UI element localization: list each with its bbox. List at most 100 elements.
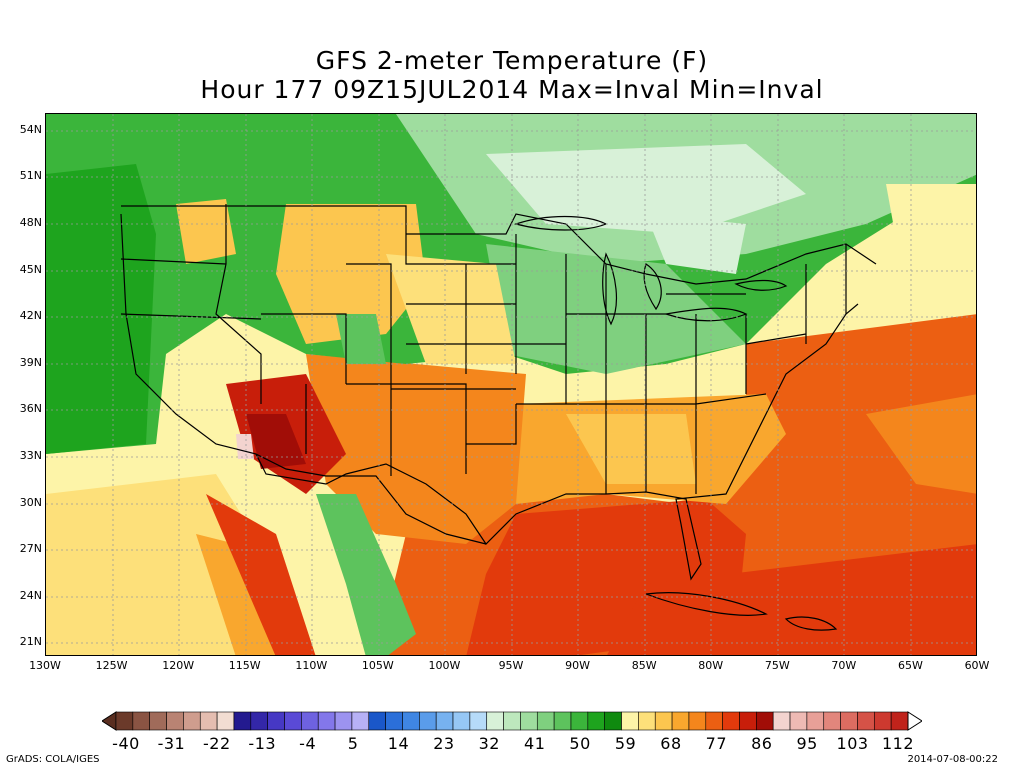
colorbar-swatch [183,711,201,731]
border-us-canada-west [121,205,407,234]
colorbar-swatch [789,711,808,731]
colorbar-swatch [250,711,268,731]
colorbar-swatch [233,711,252,731]
colorbar-swatch [873,711,892,731]
atlantic-orange-patch [866,394,976,494]
colorbar-label: 68 [660,734,682,753]
map-frame [45,113,977,656]
lon-label: 75W [764,659,790,672]
plains-orange [306,354,526,544]
lon-label: 60W [964,659,990,672]
colorbar-label: 59 [614,734,637,753]
colorbar-swatch [840,711,858,731]
lon-label: 120W [162,659,195,672]
colorbar [102,711,922,731]
colorbar-max-arrow [907,711,922,731]
colorbar-swatch [419,711,437,731]
colorbar-label: 23 [433,734,455,753]
colorbar-swatch [216,711,235,731]
colorbar-swatch [671,711,690,731]
colorbar-swatch [570,711,589,731]
boundary-lines [120,204,877,581]
colorbar-swatch [267,711,285,731]
colorbar-swatch [149,711,167,731]
lat-label: 42N [19,309,42,322]
colorbar-swatch [688,711,707,731]
lon-label: 110W [295,659,328,672]
colorbar-label: 41 [524,734,546,753]
colorbar-swatch [756,711,774,731]
desert-max-patch [236,434,254,459]
border-us-canada-east [406,213,877,285]
colorbar-swatch [772,711,791,731]
lon-label: 95W [498,659,524,672]
colorbar-swatch [469,711,488,731]
lon-label: 85W [631,659,657,672]
temperature-map [46,114,976,655]
colorbar-swatch [402,711,420,731]
colorbar-swatch [536,711,555,731]
hispaniola [784,616,838,631]
lon-label: 65W [897,659,923,672]
baja-hot-band [206,494,316,655]
lat-label: 36N [19,402,42,415]
lat-label: 30N [19,496,42,509]
lat-label: 27N [19,542,42,555]
border-us-mexico [255,453,487,545]
lake-michigan [602,252,617,326]
lat-label: 24N [19,589,42,602]
colorbar-swatch [503,711,521,731]
chart-title: GFS 2-meter Temperature (F) [315,46,709,75]
colorbar-swatch [806,711,825,731]
colorbar-swatch [132,711,151,731]
caribbean-islands [645,592,838,631]
lat-label: 51N [19,169,42,182]
colorbar-swatch [115,711,134,731]
southeast-yellow [566,414,696,484]
colorbar-swatch [334,711,353,731]
lake-ontario [734,279,788,291]
lat-label: 21N [19,635,42,648]
state-borders [120,204,847,494]
lat-label: 45N [19,263,42,276]
colorbar-swatch [739,711,757,731]
colorbar-label: 103 [836,734,869,753]
maritime-yellow [886,184,976,294]
footer-left: GrADS: COLA/IGES [6,754,100,765]
lon-label: 90W [565,659,590,672]
colorbar-swatch [166,711,184,731]
lake-huron [643,263,662,311]
footer-right: 2014-07-08-00:22 [907,754,998,765]
cuba [645,592,768,616]
northern-plains-tan [276,204,426,344]
colorbar-swatch [587,711,605,731]
colorbar-swatch [890,711,909,731]
idaho-warm-patch [176,199,236,264]
colorbar-swatch [722,711,740,731]
colorbar-label: 95 [796,734,818,753]
colorbar-swatch [199,711,218,731]
colorbar-swatch [317,711,336,731]
colorado-rockies-green [336,314,386,364]
great-lakes-pale [646,214,746,274]
central-plains-yellow [386,254,516,364]
colorbar-swatch [823,711,841,731]
grid-lines [46,114,976,655]
caribbean-hot-field [607,544,976,655]
colorbar-swatch [604,711,622,731]
colorbar-swatch [301,711,319,731]
colorbar-label: 32 [478,734,500,753]
lon-label: 100W [428,659,461,672]
colorbar-label: -13 [248,734,277,753]
colorbar-label: -40 [112,734,140,753]
colorbar-swatch [385,711,403,731]
canada-pale-field [486,144,806,234]
lon-label: 125W [95,659,128,672]
colorbar-swatch [638,711,656,731]
colorbar-label: 86 [751,734,773,753]
colorbar-swatches [102,711,922,731]
colorbar-swatch [368,711,386,731]
lat-label: 39N [19,356,42,369]
lat-label: 54N [19,123,42,136]
colorbar-label: 50 [569,734,591,753]
